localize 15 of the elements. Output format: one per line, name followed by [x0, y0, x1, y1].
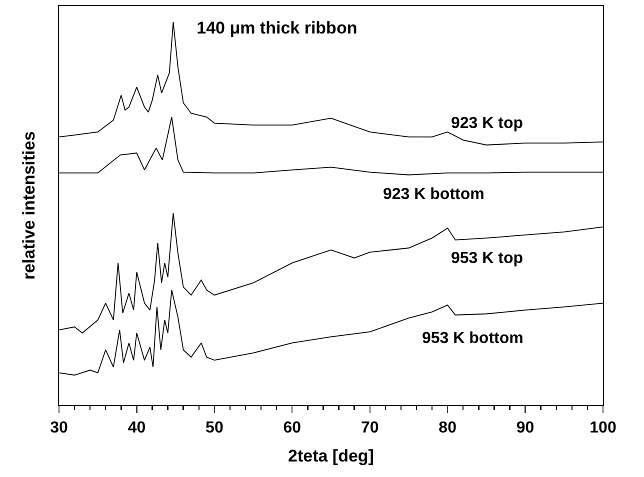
x-tick-label: 40: [128, 419, 146, 436]
x-tick-label: 80: [438, 419, 457, 436]
series-label: 953 K top: [451, 250, 524, 267]
series-label: 953 K bottom: [422, 330, 524, 347]
y-axis-title: relative intensities: [19, 131, 38, 280]
x-tick-label: 90: [516, 419, 534, 436]
x-tick-label: 50: [206, 419, 224, 436]
chart-title: 140 μm thick ribbon: [196, 18, 358, 38]
x-axis-title: 2teta [deg]: [288, 446, 374, 466]
x-tick-label: 30: [50, 419, 68, 436]
x-tick-label: 70: [360, 419, 379, 436]
series-label: 923 K bottom: [383, 186, 484, 203]
series-label: 923 K top: [451, 115, 524, 132]
x-tick-label: 60: [283, 419, 302, 436]
x-tick-label: 100: [590, 419, 616, 436]
